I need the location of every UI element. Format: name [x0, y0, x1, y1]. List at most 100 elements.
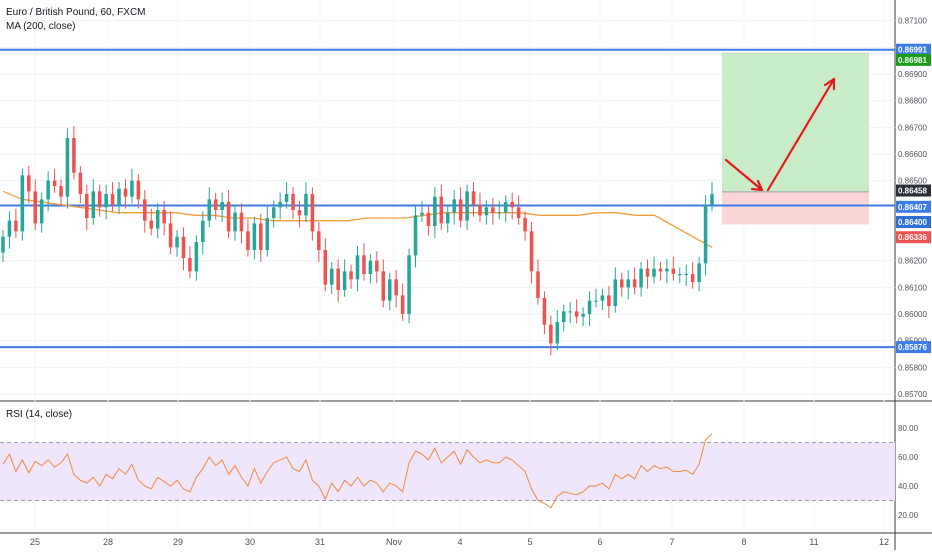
- candle-body: [652, 268, 656, 277]
- time-axis[interactable]: 25 28 29 30 31 Nov 4 5 6 7 8 11 12: [30, 537, 889, 547]
- candle-body: [355, 255, 360, 280]
- candle-body: [639, 268, 643, 288]
- candle-body: [665, 268, 669, 272]
- price-tick-label: 0.85700: [898, 390, 927, 399]
- candle-body: [529, 231, 534, 272]
- price-tag-entry: 0.86458: [898, 187, 927, 196]
- price-tag-level_mid: 0.86407: [898, 203, 927, 212]
- horizontal-levels[interactable]: [0, 48, 895, 349]
- candle-body: [226, 202, 231, 232]
- price-tick-label: 0.86000: [898, 310, 927, 319]
- candle-body: [703, 204, 708, 264]
- candle-body: [297, 210, 302, 216]
- price-tick-label: 0.86200: [898, 257, 927, 266]
- candle-body: [27, 175, 31, 192]
- price-tag-last-bg: [896, 231, 931, 244]
- price-tick-label: 0.86900: [898, 70, 927, 79]
- candle-body: [613, 279, 618, 306]
- candle-body: [561, 311, 566, 322]
- candle-body: [349, 271, 353, 280]
- candle-body: [104, 194, 108, 208]
- candle-body: [97, 191, 102, 208]
- time-tick-label: 29: [173, 537, 183, 547]
- candle-body: [91, 191, 96, 218]
- candle-body: [478, 204, 482, 216]
- candle-body: [381, 271, 386, 301]
- time-tick-label: 5: [527, 537, 532, 547]
- arrow-annotations[interactable]: [724, 77, 836, 192]
- candle-body: [497, 212, 502, 214]
- ma-line-layer: [2, 190, 713, 248]
- rsi-tick-label: 20.00: [898, 511, 919, 520]
- candle-body: [420, 212, 424, 216]
- candle-body: [155, 210, 160, 229]
- candle-body: [239, 212, 244, 232]
- price-tag-target: 0.86981: [898, 56, 927, 65]
- candle-body: [523, 218, 527, 232]
- candle-body: [33, 191, 37, 224]
- rsi-layer: [0, 433, 895, 509]
- candle-body: [536, 271, 540, 298]
- candle-body: [310, 194, 315, 232]
- candles-layer: [1, 126, 714, 356]
- candle-body: [1, 236, 5, 253]
- candle-body: [143, 199, 147, 221]
- ma-indicator-label: MA (200, close): [6, 21, 75, 32]
- chart-title: Euro / British Pound, 60, FXCM: [6, 7, 146, 18]
- price-tag-target-bg: [896, 53, 931, 66]
- candle-body: [181, 236, 186, 258]
- price-tick-label: 0.87100: [898, 17, 927, 26]
- candle-body: [549, 324, 553, 344]
- candle-body: [194, 242, 199, 272]
- candle-body: [110, 194, 115, 205]
- candle-body: [632, 279, 637, 288]
- up-arrow-annotation[interactable]: [766, 77, 836, 192]
- candle-body: [645, 268, 650, 277]
- down-arrow-annotation[interactable]: [724, 158, 764, 192]
- time-tick-label: 12: [879, 537, 889, 547]
- time-tick-label: 7: [669, 537, 674, 547]
- price-tag-level_mid-bg: [896, 200, 931, 213]
- time-tick-label: 28: [103, 537, 113, 547]
- candle-body: [78, 172, 83, 194]
- rsi-line: [2, 433, 713, 509]
- candle-body: [574, 311, 579, 317]
- candle-body: [555, 322, 560, 344]
- price-tag-entry-bg: [896, 184, 931, 197]
- candle-body: [233, 212, 237, 232]
- position-zones: [722, 52, 869, 225]
- rsi-band: [0, 442, 895, 501]
- rsi-tick-label: 80.00: [898, 424, 919, 433]
- candle-body: [188, 258, 192, 272]
- time-tick-label: 11: [809, 537, 818, 547]
- candle-body: [136, 180, 141, 200]
- candle-body: [594, 300, 598, 302]
- time-tick-label: 4: [457, 537, 462, 547]
- rsi-indicator-label: RSI (14, close): [6, 409, 72, 420]
- candle-body: [671, 268, 676, 274]
- time-tick-label: 30: [245, 537, 255, 547]
- time-tick-label: 8: [741, 537, 746, 547]
- candle-body: [317, 231, 321, 250]
- candle-body: [14, 220, 18, 232]
- candle-body: [697, 263, 701, 282]
- price-tick-label: 0.86500: [898, 177, 927, 186]
- candle-body: [85, 194, 89, 218]
- candle-body: [542, 298, 547, 325]
- candle-body: [658, 268, 663, 272]
- candle-body: [516, 207, 521, 218]
- candle-body: [433, 196, 437, 226]
- ma-line: [2, 190, 713, 248]
- price-tag-stop-bg: [896, 216, 931, 228]
- candle-body: [458, 199, 463, 221]
- candle-body: [600, 295, 605, 301]
- candle-body: [72, 138, 76, 173]
- candle-body: [678, 274, 682, 275]
- price-tag-resistance-bg: [896, 43, 931, 56]
- candle-body: [284, 194, 289, 202]
- candle-body: [394, 279, 398, 296]
- candle-body: [59, 186, 63, 197]
- candle-body: [46, 180, 50, 200]
